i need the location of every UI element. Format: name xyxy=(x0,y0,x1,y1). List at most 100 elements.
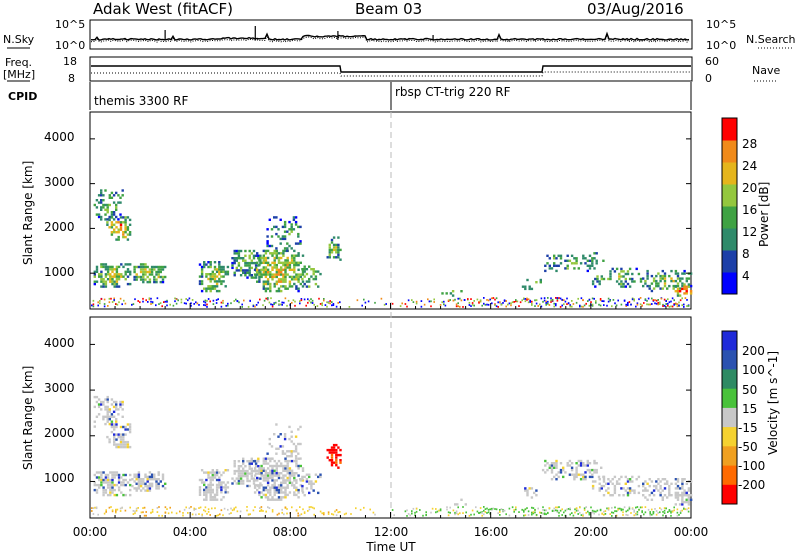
range-cell xyxy=(102,265,105,269)
ground-scatter-cell xyxy=(558,511,560,514)
range-cell xyxy=(113,435,116,439)
range-cell xyxy=(277,476,281,480)
range-cell xyxy=(200,469,204,472)
ground-scatter-cell xyxy=(623,299,626,302)
range-cell xyxy=(244,472,247,475)
range-cell xyxy=(286,256,289,260)
range-cell xyxy=(277,447,280,450)
range-cell xyxy=(115,238,118,241)
range-cell xyxy=(303,494,306,497)
range-cell xyxy=(642,482,645,485)
ground-scatter-cell xyxy=(558,506,560,508)
range-cell xyxy=(250,252,253,255)
ground-scatter-cell xyxy=(295,509,298,512)
range-cell xyxy=(102,471,105,474)
range-cell xyxy=(275,275,278,279)
ground-scatter-cell xyxy=(447,299,450,302)
range-cell xyxy=(100,408,103,411)
range-cell xyxy=(126,228,130,231)
ground-scatter-cell xyxy=(457,302,459,305)
ground-scatter-cell xyxy=(116,508,119,511)
range-cell xyxy=(676,294,680,297)
range-cell xyxy=(237,482,241,485)
range-cell xyxy=(112,218,116,221)
ground-scatter-cell xyxy=(543,509,546,512)
ground-scatter-cell xyxy=(545,300,547,303)
ground-scatter-cell xyxy=(124,509,127,512)
range-cell xyxy=(108,408,111,411)
ground-scatter-cell xyxy=(230,512,232,514)
ground-scatter-cell xyxy=(582,514,584,517)
range-cell xyxy=(109,280,112,283)
range-cell xyxy=(284,278,287,281)
ground-scatter-cell xyxy=(215,299,218,301)
range-cell xyxy=(150,475,154,479)
power-cbar-tick-28: 28 xyxy=(742,137,757,151)
range-cell xyxy=(218,261,221,264)
range-cell xyxy=(139,268,143,271)
range-cell xyxy=(301,491,305,494)
range-cell xyxy=(98,476,101,479)
ground-scatter-cell xyxy=(611,506,613,509)
ground-scatter-cell xyxy=(625,305,627,307)
range-cell xyxy=(148,489,152,492)
ground-scatter-cell xyxy=(159,302,162,304)
range-cell xyxy=(661,498,664,501)
range-cell xyxy=(98,273,101,276)
range-cell xyxy=(683,269,686,273)
ground-scatter-cell xyxy=(446,506,448,509)
ground-scatter-cell xyxy=(156,507,159,509)
range-cell xyxy=(233,252,236,255)
range-cell xyxy=(211,277,214,281)
range-cell xyxy=(266,271,270,274)
ground-scatter-cell xyxy=(513,510,515,513)
range-cell xyxy=(262,287,265,290)
range-cell xyxy=(253,474,257,477)
range-cell xyxy=(310,268,313,271)
range-cell xyxy=(252,276,256,279)
range-cell xyxy=(615,280,619,283)
range-cell xyxy=(161,280,165,284)
range-cell xyxy=(226,486,230,489)
range-cell xyxy=(115,231,118,234)
ground-scatter-cell xyxy=(259,510,261,512)
ground-scatter-cell xyxy=(135,507,138,510)
ground-scatter-cell xyxy=(150,297,152,300)
range-cell xyxy=(282,496,285,499)
power-cbar-tick-4: 4 xyxy=(742,269,750,283)
range-cell xyxy=(120,275,123,278)
range-cell xyxy=(642,489,645,492)
range-cell xyxy=(339,448,342,452)
ground-scatter-cell xyxy=(548,304,551,306)
range-cell xyxy=(218,478,221,482)
range-cell xyxy=(293,472,296,475)
range-cell xyxy=(254,462,258,465)
ground-scatter-cell xyxy=(550,299,552,302)
range-cell xyxy=(153,265,156,269)
range-cell xyxy=(535,494,538,497)
range-cell xyxy=(297,268,300,271)
range-cell xyxy=(104,275,108,278)
ground-scatter-cell xyxy=(151,301,154,303)
range-cell xyxy=(124,433,127,436)
ground-scatter-cell xyxy=(651,297,653,300)
range-cell xyxy=(237,469,241,473)
ground-scatter-cell xyxy=(236,510,239,513)
range-cell xyxy=(676,498,680,501)
range-cell xyxy=(161,484,165,488)
ground-scatter-cell xyxy=(577,297,579,300)
ground-scatter-cell xyxy=(166,508,168,510)
range-cell xyxy=(153,278,156,281)
range-cell xyxy=(620,270,623,273)
range-cell xyxy=(544,459,547,463)
ground-scatter-cell xyxy=(97,513,99,516)
range-cell xyxy=(579,459,583,463)
range-cell xyxy=(602,480,606,483)
range-cell xyxy=(150,482,154,485)
ground-scatter-cell xyxy=(319,510,322,513)
range-cell xyxy=(239,465,243,468)
range-cell xyxy=(242,271,245,274)
range-cell xyxy=(122,275,125,278)
range-cell xyxy=(579,462,583,465)
ground-scatter-cell xyxy=(591,303,594,306)
